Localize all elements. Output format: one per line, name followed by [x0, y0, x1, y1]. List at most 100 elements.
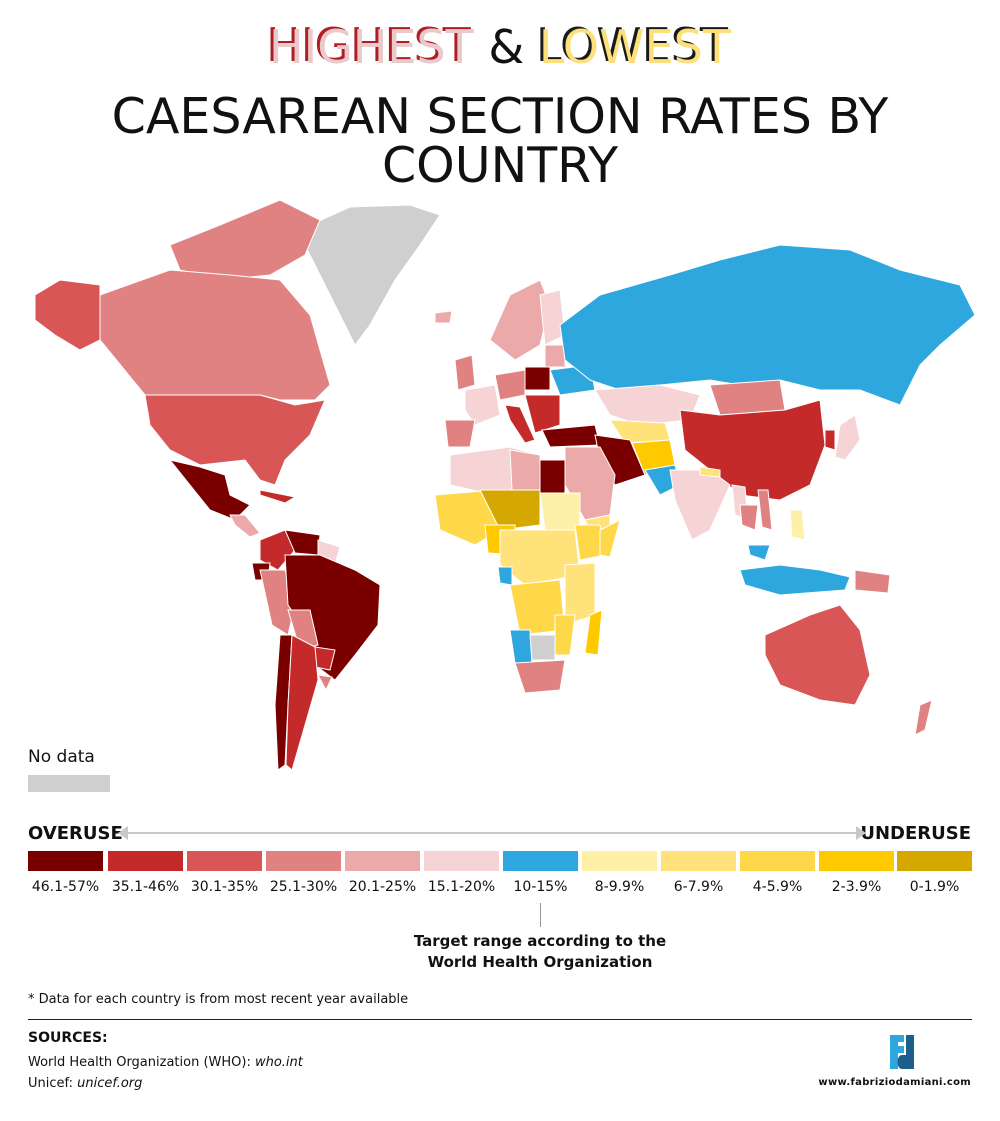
footnote: * Data for each country is from most rec…: [28, 992, 409, 1007]
source-unicef-link[interactable]: unicef.org: [77, 1076, 143, 1091]
region-usa: [144, 394, 326, 486]
target-note-line-2: World Health Organization: [427, 953, 653, 971]
region-france: [464, 384, 501, 426]
legend-item: 15.1-20%: [424, 851, 499, 895]
region-malaysia: [747, 544, 771, 561]
region-greenland: [304, 204, 441, 346]
region-vietnam: [757, 489, 773, 531]
divider: [28, 1019, 972, 1020]
source-unicef: Unicef: unicef.org: [28, 1076, 142, 1091]
legend-label: 25.1-30%: [269, 879, 338, 895]
legend-label: 4-5.9%: [752, 879, 803, 895]
title-lowest: LOWEST: [538, 20, 731, 74]
title-line-1: HIGHEST & LOWEST: [0, 24, 1000, 70]
region-mexico: [168, 459, 251, 521]
region-korea: [824, 429, 836, 451]
target-range-pointer: [540, 903, 541, 927]
legend-label: 15.1-20%: [427, 879, 496, 895]
region-madagascar: [584, 609, 603, 656]
legend-item: 2-3.9%: [819, 851, 894, 895]
region-thailand: [739, 504, 759, 531]
arrow-left-icon: [118, 826, 128, 840]
region-iceland: [434, 310, 453, 324]
region-india: [669, 469, 731, 541]
legend-swatch: [266, 851, 341, 871]
source-who-name: World Health Organization (WHO):: [28, 1055, 255, 1070]
legend-swatch: [345, 851, 420, 871]
no-data-label: No data: [28, 747, 95, 767]
region-indonesia: [739, 564, 851, 596]
legend-label: 8-9.9%: [594, 879, 645, 895]
fd-logo-icon: [890, 1035, 914, 1069]
region-baltics: [544, 344, 566, 368]
region-nepal: [699, 466, 721, 478]
legend-swatch: [819, 851, 894, 871]
legend-item: 6-7.9%: [661, 851, 736, 895]
region-botswana: [529, 634, 556, 661]
region-italy: [504, 404, 536, 444]
legend-swatch: [503, 851, 578, 871]
legend-swatch: [897, 851, 972, 871]
region-uk: [454, 354, 476, 391]
region-new-zealand: [914, 699, 933, 736]
region-central-europe: [494, 369, 526, 401]
legend-label: 35.1-46%: [111, 879, 180, 895]
region-canadian-arctic: [169, 199, 321, 281]
world-map: [34, 199, 976, 771]
region-australia: [764, 604, 871, 706]
target-note-line-1: Target range according to the: [413, 932, 667, 950]
legend-item: 0-1.9%: [897, 851, 972, 895]
source-who-link[interactable]: who.int: [254, 1055, 303, 1070]
title-highest: HIGHEST: [269, 20, 474, 74]
scale-arrow-line: [120, 832, 864, 834]
region-cuba: [259, 489, 297, 504]
region-namibia: [509, 629, 533, 664]
legend-item: 4-5.9%: [740, 851, 815, 895]
website-link[interactable]: www.fabriziodamiani.com: [818, 1077, 971, 1088]
legend-item: 20.1-25%: [345, 851, 420, 895]
region-scandinavia: [489, 279, 551, 361]
legend-item: 35.1-46%: [108, 851, 183, 895]
legend-item: 10-15%: [503, 851, 578, 895]
legend-label: 2-3.9%: [831, 879, 882, 895]
legend-swatch: [661, 851, 736, 871]
region-south-africa: [514, 659, 566, 694]
sources-title: SOURCES:: [28, 1030, 108, 1046]
region-uruguay: [317, 674, 333, 692]
title-ampersand: &: [488, 20, 525, 74]
region-mozambique: [554, 614, 576, 656]
region-sudan: [539, 492, 581, 531]
region-canada: [99, 269, 331, 401]
legend-label: 46.1-57%: [31, 879, 100, 895]
legend-swatch: [740, 851, 815, 871]
legend-item: 46.1-57%: [28, 851, 103, 895]
overuse-label: OVERUSE: [28, 823, 123, 844]
no-data-swatch: [28, 775, 110, 792]
region-mongolia: [709, 379, 786, 416]
legend-item: 8-9.9%: [582, 851, 657, 895]
region-philippines: [789, 509, 806, 541]
legend-item: 25.1-30%: [266, 851, 341, 895]
title-line-2: CAESAREAN SECTION RATES BY COUNTRY: [111, 88, 889, 194]
region-gabon: [497, 566, 513, 586]
legend-label: 0-1.9%: [909, 879, 960, 895]
region-somalia: [599, 519, 621, 558]
legend-item: 30.1-35%: [187, 851, 262, 895]
target-range-note: Target range according to the World Heal…: [390, 931, 690, 973]
region-japan: [834, 414, 861, 461]
region-papua: [854, 569, 891, 594]
legend-label: 6-7.9%: [673, 879, 724, 895]
region-balkans: [524, 394, 561, 434]
source-who: World Health Organization (WHO): who.int: [28, 1055, 303, 1070]
region-argentina: [285, 634, 319, 771]
legend-label: 10-15%: [513, 879, 568, 895]
region-central-america: [229, 514, 261, 538]
region-iberia: [444, 419, 476, 448]
legend-swatch: [28, 851, 103, 871]
legend-swatch: [187, 851, 262, 871]
legend-label: 20.1-25%: [348, 879, 417, 895]
color-legend: 46.1-57% 35.1-46% 30.1-35% 25.1-30% 20.1…: [28, 851, 972, 911]
region-libya: [509, 449, 541, 491]
legend-swatch: [424, 851, 499, 871]
region-alaska: [34, 279, 101, 351]
